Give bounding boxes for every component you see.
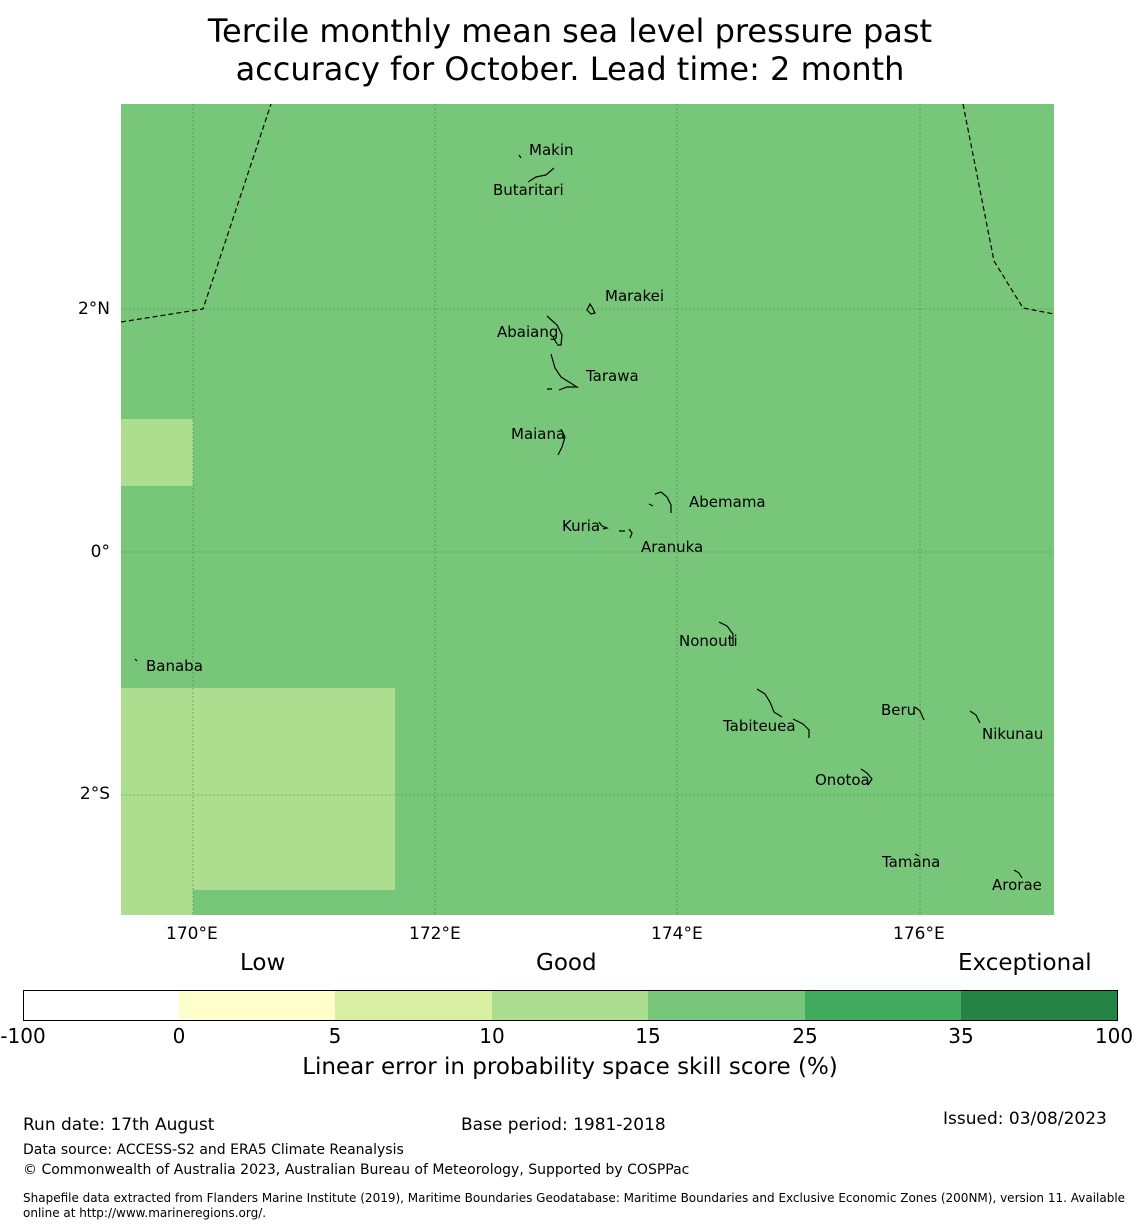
lat-tick-0: 0° — [90, 542, 110, 562]
island-outline-banaba — [134, 658, 138, 662]
shapefile-credit-line-2: online at http://www.marineregions.org/. — [23, 1206, 267, 1220]
island-outlines — [134, 154, 1023, 879]
island-outline-abaiang — [546, 315, 563, 346]
legend-category-exceptional: Exceptional — [958, 950, 1092, 976]
shapefile-credit-line-1: Shapefile data extracted from Flanders M… — [23, 1191, 1126, 1205]
island-outline-nonouti — [718, 621, 734, 646]
island-label-tamana: Tamana — [881, 853, 940, 871]
island-outline-nikunau — [969, 710, 981, 724]
colorbar-tick: -100 — [0, 1024, 46, 1048]
colorbar-bin-3 — [335, 990, 492, 1021]
lower-skill-patch-north — [121, 419, 193, 486]
base-period: Base period: 1981-2018 — [461, 1115, 666, 1135]
island-label-abemama: Abemama — [689, 493, 766, 511]
graticule — [121, 104, 1054, 915]
title-line-1: Tercile monthly mean sea level pressure … — [207, 12, 933, 50]
eez-boundary-west — [121, 104, 272, 323]
island-outline-marakei — [586, 302, 596, 315]
island-label-marakei: Marakei — [605, 287, 664, 305]
island-outline-tarawa — [547, 353, 580, 391]
island-label-beru: Beru — [881, 701, 916, 719]
legend-category-good: Good — [536, 950, 597, 976]
legend-category-low: Low — [240, 950, 286, 976]
island-label-arorae: Arorae — [992, 876, 1042, 894]
island-label-abaiang: Abaiang — [497, 323, 558, 341]
island-label-maiana: Maiana — [511, 425, 565, 443]
island-label-kuria: Kuria — [562, 517, 600, 535]
eez-boundaries — [121, 104, 1054, 323]
island-label-nonouti: Nonouti — [679, 632, 738, 650]
run-date: Run date: 17th August — [23, 1115, 215, 1135]
eez-boundary-east — [962, 104, 1054, 315]
island-outline-tabiteuea — [756, 688, 810, 738]
colorbar-bin-7 — [961, 990, 1117, 1021]
island-outline-maiana — [557, 428, 566, 456]
data-source: Data source: ACCESS-S2 and ERA5 Climate … — [23, 1142, 404, 1158]
island-outline-abemama — [648, 491, 672, 513]
island-label-banaba: Banaba — [146, 657, 203, 675]
colorbar-bin-1 — [23, 990, 179, 1021]
island-label-tarawa: Tarawa — [585, 367, 639, 385]
colorbar-tick: 15 — [635, 1024, 661, 1048]
island-labels: Makin Butaritari Marakei Abaiang Tarawa … — [146, 141, 1043, 894]
island-outline-makin — [518, 154, 555, 183]
skill-map: Makin Butaritari Marakei Abaiang Tarawa … — [121, 104, 1054, 915]
shapefile-credit: Shapefile data extracted from Flanders M… — [23, 1191, 1133, 1221]
colorbar-bin-2 — [179, 990, 335, 1021]
colorbar-label: Linear error in probability space skill … — [302, 1054, 838, 1080]
lat-tick-2n: 2°N — [77, 299, 110, 319]
lower-skill-patch-south-west — [121, 688, 395, 890]
title-line-2: accuracy for October. Lead time: 2 month — [235, 50, 905, 88]
island-outline-beru — [914, 706, 925, 721]
colorbar-tick: 10 — [479, 1024, 505, 1048]
colorbar-tick: 0 — [172, 1024, 186, 1048]
island-label-aranuka: Aranuka — [641, 538, 703, 556]
copyright: © Commonwealth of Australia 2023, Austra… — [23, 1162, 690, 1178]
colorbar-bin-6 — [805, 990, 961, 1021]
colorbar-bin-5 — [648, 990, 805, 1021]
colorbar-tick: 5 — [328, 1024, 342, 1048]
lower-skill-patch-south-edge — [121, 890, 193, 915]
lon-tick-170e: 170°E — [166, 924, 218, 944]
colorbar — [23, 990, 1118, 1021]
island-label-onotoa: Onotoa — [815, 771, 870, 789]
colorbar-bin-4 — [492, 990, 648, 1021]
island-label-nikunau: Nikunau — [982, 725, 1043, 743]
lon-tick-174e: 174°E — [651, 924, 703, 944]
colorbar-tick: 100 — [1094, 1024, 1134, 1048]
lon-tick-172e: 172°E — [409, 924, 461, 944]
island-outline-kuria — [598, 521, 633, 539]
island-outline-tamana — [914, 853, 920, 857]
issued-date: Issued: 03/08/2023 — [943, 1109, 1107, 1129]
island-label-butaritari: Butaritari — [493, 181, 564, 199]
colorbar-border — [23, 990, 1118, 1021]
map-title: Tercile monthly mean sea level pressure … — [0, 12, 1140, 88]
island-label-makin: Makin — [529, 141, 574, 159]
island-label-tabiteuea: Tabiteuea — [722, 717, 796, 735]
island-outline-arorae — [1013, 869, 1023, 879]
colorbar-tick: 25 — [792, 1024, 818, 1048]
lat-tick-2s: 2°S — [79, 784, 110, 804]
island-outline-onotoa — [860, 768, 873, 786]
lon-tick-176e: 176°E — [893, 924, 945, 944]
colorbar-tick: 35 — [948, 1024, 974, 1048]
